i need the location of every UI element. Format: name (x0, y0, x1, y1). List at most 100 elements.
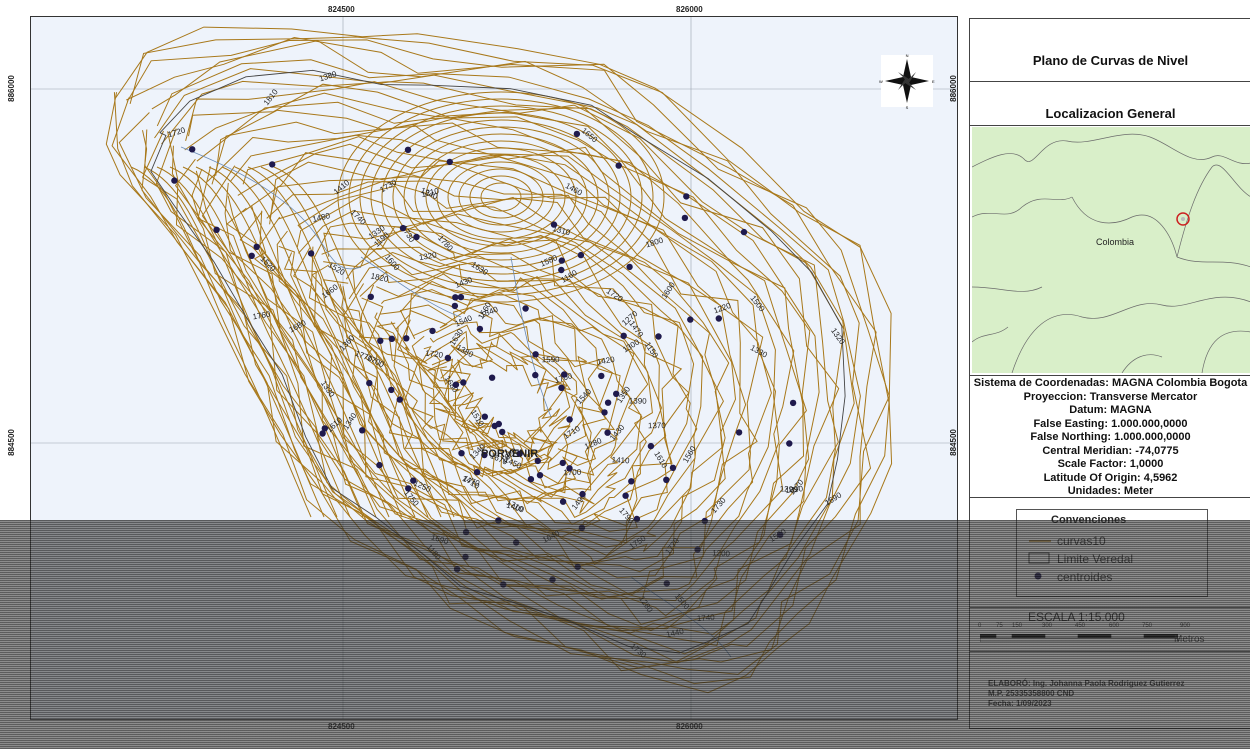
centroid-point (473, 469, 481, 476)
centroid-point (446, 158, 453, 166)
centroid-point (388, 386, 395, 394)
credit-line: Fecha: 1/09/2023 (988, 699, 1052, 708)
contour-line (251, 161, 758, 596)
centroid-point (488, 374, 496, 381)
contour-label: 1720 (167, 125, 187, 139)
centroid-point (604, 429, 611, 436)
village-label: PORVENIR (481, 448, 538, 460)
centroid-point (655, 333, 662, 340)
contour-line (156, 166, 338, 518)
centroid-point (633, 515, 641, 523)
centroid-point (321, 425, 328, 432)
coord-line: Central Meridian: -74,0775 (1042, 444, 1179, 457)
contour-line (234, 166, 416, 518)
centroid-point (359, 427, 366, 434)
contour-line (130, 166, 312, 518)
centroid-point (388, 335, 395, 342)
contour-line (388, 293, 616, 494)
coord-bottom-2: 826000 (676, 722, 703, 731)
centroid-point (559, 459, 566, 467)
centroid-point (558, 257, 565, 264)
coord-top-1: 824500 (328, 5, 355, 14)
contour-label: 1180 (425, 543, 443, 562)
contour-label: 1700 (563, 468, 582, 478)
centroid-point (527, 476, 535, 483)
centroid-point (405, 485, 412, 492)
centroid-point (550, 221, 558, 228)
centroid-point (410, 477, 417, 484)
contour-line (425, 147, 577, 247)
contour-label: 1410 (611, 455, 630, 465)
stream-line (360, 256, 462, 318)
centroid-point (476, 325, 484, 333)
centroid-point (622, 492, 629, 499)
contour-label: 1720 (425, 349, 444, 360)
centroid-point (516, 450, 523, 457)
centroid-point (413, 233, 420, 241)
centroid-point (701, 517, 708, 525)
centroid-point (558, 384, 565, 391)
contour-line (293, 210, 704, 556)
centroid-point (396, 396, 403, 403)
contour-label: 1320 (418, 250, 438, 262)
location-inset-map[interactable]: Colombia (972, 127, 1250, 373)
contour-line (447, 161, 555, 233)
coord-left-1: 886000 (6, 75, 16, 102)
centroid-point (253, 243, 260, 250)
coord-line: False Easting: 1.000.000,0000 (1033, 417, 1188, 430)
centroid-point (462, 528, 470, 536)
svg-text:S: S (906, 105, 909, 110)
contour-line (411, 321, 591, 471)
centroid-point (735, 429, 743, 436)
centroid-point (269, 161, 276, 168)
centroid-point (579, 490, 586, 498)
map-title: Plano de Curvas de Nivel (1032, 53, 1189, 68)
centroid-point (189, 146, 196, 153)
centroid-point (481, 451, 488, 459)
centroid-point (532, 351, 539, 358)
centroid-point (319, 430, 326, 437)
centroid-point (513, 539, 520, 546)
centroid-point (457, 293, 465, 301)
contour-line (427, 336, 571, 461)
contour-line (469, 175, 533, 219)
centroid-point (404, 146, 412, 153)
contour-map: 1730174017201710170016801660164016901630… (31, 17, 957, 719)
contour-line (221, 166, 403, 518)
centroid-point (786, 440, 793, 447)
centroid-point (536, 472, 544, 479)
contour-line (439, 342, 568, 459)
centroid-point (376, 461, 383, 469)
centroid-point (681, 214, 689, 222)
contour-line (361, 272, 643, 505)
centroid-point (558, 266, 565, 274)
contour-label: 1330 (749, 343, 769, 360)
map-frame[interactable]: 1730 1740 1720 1710 1700 1680 1660 1640 1690 1630… (30, 16, 958, 720)
centroid-point (647, 442, 655, 450)
subtitle-box: Localizacion General (970, 81, 1250, 126)
centroid-point (367, 293, 374, 300)
credit-line: ELABORÓ: Ing. Johanna Paola Rodriguez Gu… (988, 679, 1185, 688)
contour-label: 1380 (318, 69, 338, 83)
contour-label: 1780 (436, 234, 455, 254)
coord-top-2: 826000 (676, 5, 703, 14)
coord-box (970, 375, 1250, 498)
centroid-point (444, 354, 452, 362)
coord-line: Proyeccion: Transverse Mercator (1023, 390, 1198, 403)
coord-line: Latitude Of Origin: 4,5962 (1043, 471, 1178, 484)
contour-line (480, 182, 522, 212)
centroid-point (566, 465, 573, 472)
centroid-point (499, 428, 506, 436)
centroid-point (561, 371, 568, 378)
contour-line (195, 166, 377, 518)
contour-line (451, 359, 552, 444)
contour-label: 1580 (539, 253, 559, 269)
contour-label: 1690 (823, 490, 843, 507)
contour-label: 1390 (785, 484, 804, 495)
centroid-point (377, 337, 384, 344)
centroid-point (534, 457, 541, 465)
inset-box (970, 125, 1250, 376)
centroid-point (740, 228, 748, 236)
centroid-point (366, 379, 373, 387)
centroid-point (452, 381, 460, 388)
